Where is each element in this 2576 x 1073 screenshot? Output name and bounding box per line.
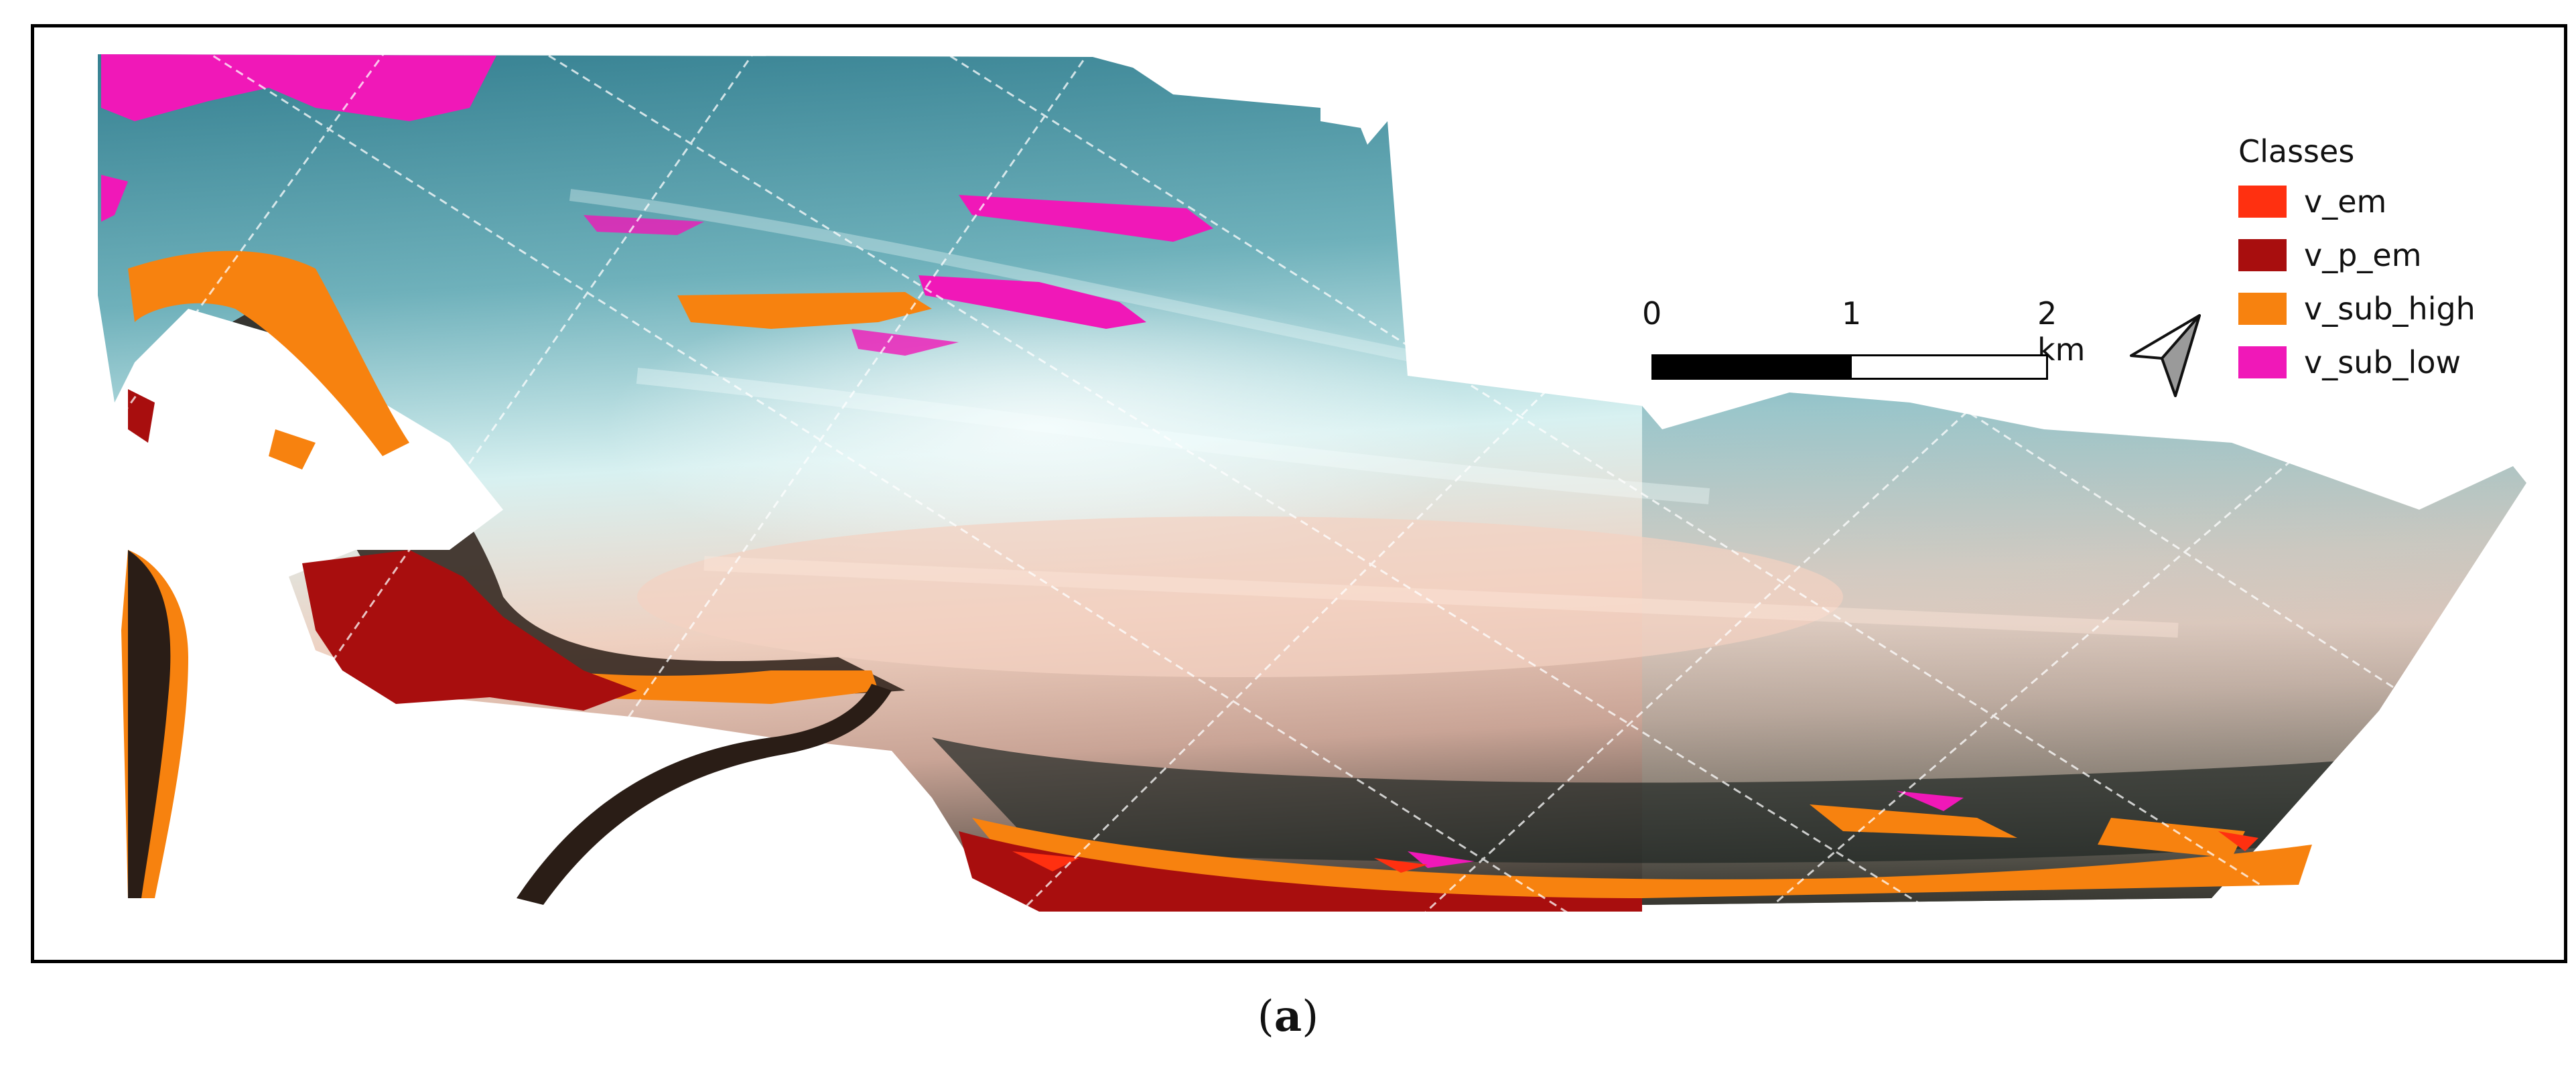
- scale-bar-black-segment: [1651, 354, 1850, 380]
- legend-label: v_sub_high: [2304, 291, 2476, 327]
- mud-features: [128, 550, 892, 905]
- caption-close: ): [1302, 992, 1319, 1042]
- legend-label: v_p_em: [2304, 237, 2422, 273]
- class-v-sub-low-patches: [101, 54, 1964, 868]
- legend-swatch-v-p-em: [2238, 239, 2287, 271]
- caption-open: (: [1257, 992, 1274, 1042]
- class-v-p-em-patches: [128, 389, 1642, 912]
- legend-label: v_em: [2304, 184, 2387, 220]
- scale-bar: 0 1 2 km: [1615, 295, 2098, 429]
- legend-label: v_sub_low: [2304, 344, 2461, 380]
- scale-tick-0: 0: [1642, 295, 1662, 332]
- caption-letter: a: [1274, 991, 1302, 1042]
- legend-item-v-sub-low: v_sub_low: [2238, 336, 2533, 389]
- class-v-em-patches: [1012, 831, 2258, 873]
- legend-title: Classes: [2238, 133, 2355, 169]
- legend: Classes v_em v_p_em v_sub_high v_sub_low: [2238, 128, 2533, 389]
- legend-swatch-v-sub-low: [2238, 346, 2287, 378]
- map-figure-frame: Classes v_em v_p_em v_sub_high v_sub_low…: [31, 24, 2567, 963]
- flight-track-lines: [34, 27, 2564, 960]
- scale-bar-white-segment: [1850, 354, 2048, 380]
- north-arrow-icon: [2130, 314, 2201, 397]
- legend-item-v-p-em: v_p_em: [2238, 228, 2533, 282]
- figure-caption: (a): [0, 991, 2576, 1042]
- lagoon-imagery: [98, 54, 2526, 905]
- legend-swatch-v-em: [2238, 186, 2287, 218]
- scale-tick-1: 1: [1842, 295, 1862, 332]
- legend-swatch-v-sub-high: [2238, 293, 2287, 325]
- legend-item-v-sub-high: v_sub_high: [2238, 282, 2533, 336]
- legend-item-v-em: v_em: [2238, 175, 2533, 228]
- map-image: [34, 27, 2564, 960]
